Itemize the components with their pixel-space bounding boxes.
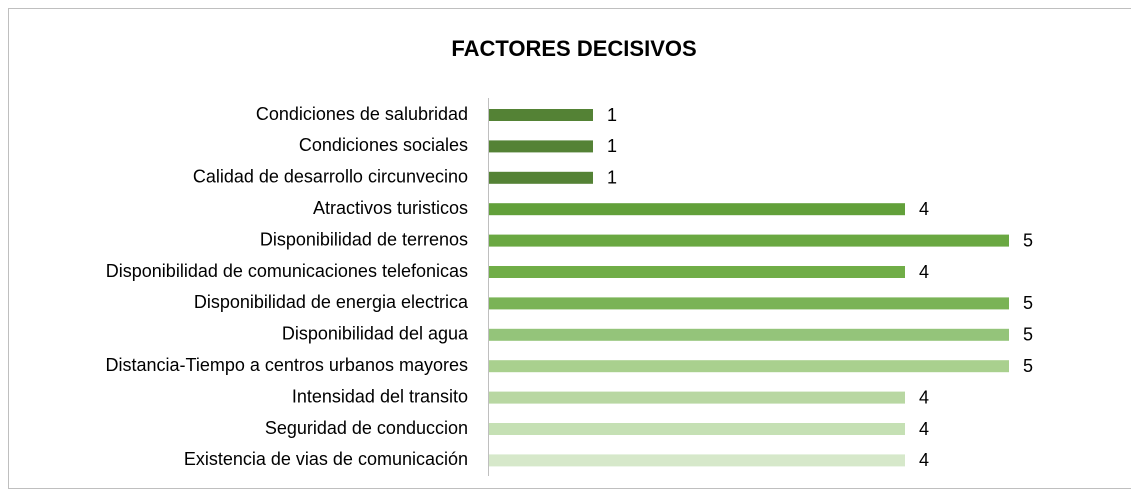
- bar: [489, 297, 1009, 310]
- bar: [489, 140, 593, 153]
- category-label: Condiciones sociales: [299, 135, 468, 155]
- category-label: Disponibilidad de comunicaciones telefon…: [106, 261, 468, 281]
- bar: [489, 234, 1009, 247]
- category-label: Disponibilidad de terrenos: [260, 229, 468, 249]
- bar: [489, 391, 905, 404]
- category-label: Seguridad de conduccion: [265, 418, 468, 438]
- value-label: 4: [919, 199, 929, 219]
- category-label: Disponibilidad de energia electrica: [194, 292, 469, 312]
- bar: [489, 171, 593, 184]
- category-label: Calidad de desarrollo circunvecino: [193, 167, 468, 187]
- value-label: 5: [1023, 325, 1033, 345]
- category-label: Condiciones de salubridad: [256, 104, 468, 124]
- category-label: Disponibilidad del agua: [282, 324, 469, 344]
- bar: [489, 360, 1009, 373]
- value-label: 1: [607, 105, 617, 125]
- bar: [489, 203, 905, 216]
- category-label: Existencia de vias de comunicación: [184, 449, 468, 469]
- bar: [489, 109, 593, 121]
- value-label: 1: [607, 136, 617, 156]
- value-label: 4: [919, 262, 929, 282]
- value-label: 4: [919, 387, 929, 407]
- value-label: 5: [1023, 230, 1033, 250]
- bar: [489, 328, 1009, 341]
- bar: [489, 423, 905, 435]
- category-label: Atractivos turisticos: [313, 198, 468, 218]
- category-label: Distancia-Tiempo a centros urbanos mayor…: [106, 355, 469, 375]
- bar: [489, 266, 905, 278]
- category-label: Intensidad del transito: [292, 386, 468, 406]
- value-label: 1: [607, 168, 617, 188]
- value-label: 5: [1023, 293, 1033, 313]
- chart-border: [8, 8, 1131, 489]
- value-label: 4: [919, 450, 929, 470]
- value-label: 4: [919, 419, 929, 439]
- chart-title: FACTORES DECISIVOS: [451, 36, 696, 61]
- value-label: 5: [1023, 356, 1033, 376]
- bar: [489, 454, 905, 467]
